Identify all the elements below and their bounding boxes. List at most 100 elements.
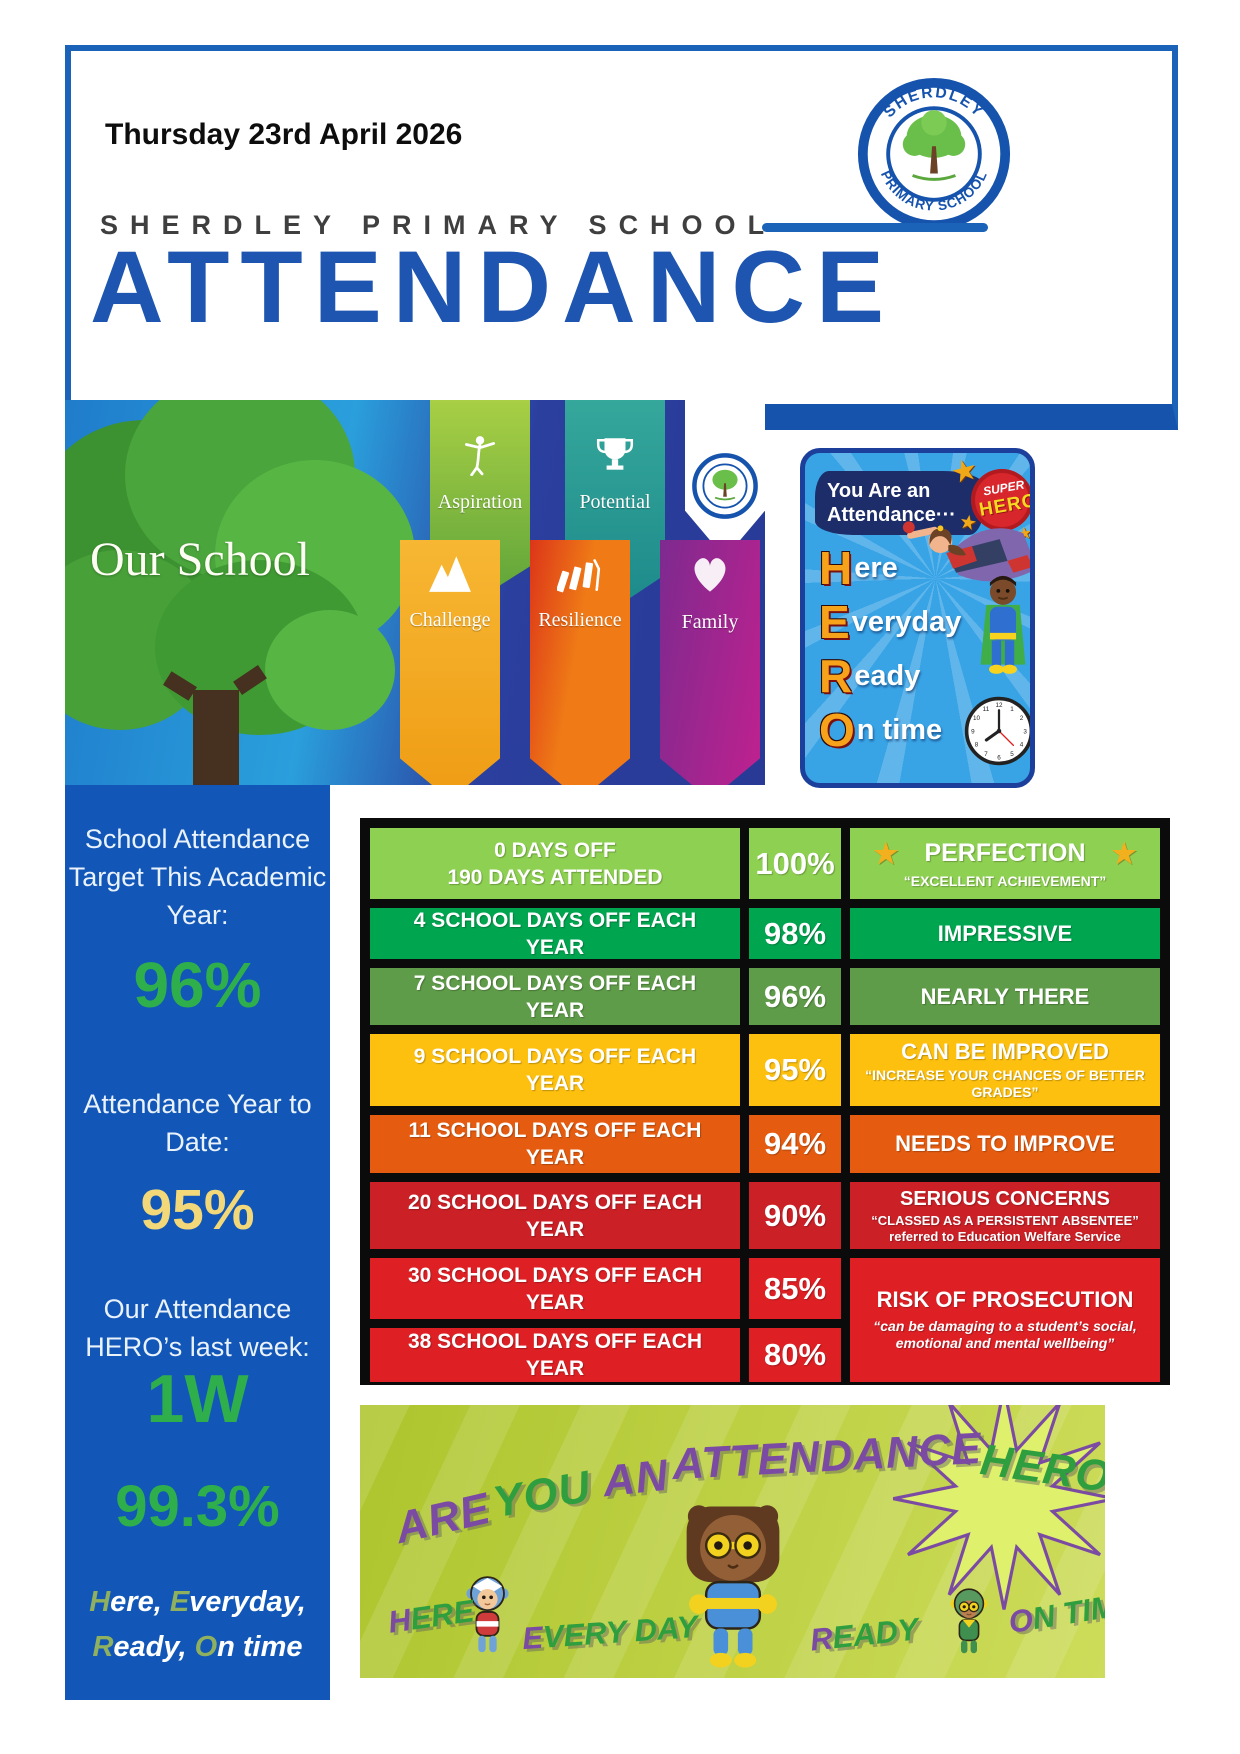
target-value: 96%	[133, 949, 262, 1021]
table-cell-rating: IMPRESSIVE	[850, 908, 1160, 959]
svg-text:4: 4	[1020, 741, 1024, 748]
value-label: Potential	[579, 491, 651, 513]
hero-intro-line2: Attendance···	[827, 504, 956, 526]
attendance-sidebar: School Attendance Target This Academic Y…	[65, 785, 330, 1700]
days-line2: YEAR	[525, 998, 585, 1022]
risk-title: RISK OF PROSECUTION	[876, 1287, 1134, 1312]
table-cell-rating: CAN BE IMPROVED “INCREASE YOUR CHANCES O…	[850, 1034, 1160, 1106]
table-cell-days: 11 SCHOOL DAYS OFF EACH YEAR	[370, 1115, 740, 1173]
table-cell-percent: 94%	[749, 1115, 841, 1173]
days-line2: YEAR	[525, 1290, 585, 1314]
mountains-icon	[427, 552, 473, 599]
svg-text:7: 7	[984, 751, 988, 758]
page-title: ATTENDANCE	[90, 230, 896, 344]
value-label: Family	[681, 611, 739, 633]
svg-text:2: 2	[1020, 715, 1024, 722]
days-line1: 7 SCHOOL DAYS OFF EACH	[413, 971, 697, 995]
hero-monkey-green-illustration	[945, 1583, 993, 1665]
our-school-caption: Our School	[90, 533, 310, 586]
days-line1: 4 SCHOOL DAYS OFF EACH	[413, 908, 697, 932]
dominoes-icon	[556, 552, 603, 599]
rating-sub: “INCREASE YOUR CHANCES OF BETTER GRADES”	[865, 1066, 1145, 1100]
table-cell-rating: NEARLY THERE	[850, 968, 1160, 1025]
days-line1: 9 SCHOOL DAYS OFF EACH	[413, 1045, 697, 1068]
hero-week-value: 99.3%	[115, 1474, 280, 1539]
motto-letter: H	[89, 1586, 111, 1618]
table-cell-percent: 100%	[749, 828, 841, 899]
acronym-letter: E	[819, 596, 850, 648]
hero-monkey-blue-illustration	[460, 1571, 515, 1663]
tree-foliage	[265, 610, 395, 730]
burst-blob	[971, 469, 1030, 531]
days-line2: 190 DAYS ATTENDED	[447, 865, 663, 889]
hero-bear-illustration	[672, 1501, 794, 1673]
rating-sub: “CLASSED AS A PERSISTENT ABSENTEE” refer…	[871, 1212, 1139, 1244]
superhero-burst: ★ ★ ★ SUPER HERO	[947, 453, 1030, 555]
dancer-icon	[459, 434, 501, 481]
value-label: Resilience	[538, 609, 622, 631]
svg-text:8: 8	[975, 741, 979, 748]
value-pennant-challenge: Challenge	[400, 540, 500, 785]
hero-intro-text: You Are an Attendance···	[815, 471, 985, 535]
table-cell-days: 9 SCHOOL DAYS OFF EACH YEAR	[370, 1034, 740, 1106]
superhero-boy-illustration	[975, 575, 1030, 687]
days-line2: YEAR	[525, 1217, 585, 1241]
starburst-icon	[888, 1405, 1105, 1615]
trophy-icon	[594, 434, 636, 481]
sidebar-motto: Here, Everyday, Ready, On time	[65, 1580, 330, 1670]
ytd-value: 95%	[140, 1178, 255, 1242]
table-cell-rating: NEEDS TO IMPROVE	[850, 1115, 1160, 1173]
headline-word: AN	[600, 1450, 671, 1507]
rating-title-row: ★ PERFECTION ★	[873, 837, 1136, 870]
days-line2: YEAR	[525, 1072, 585, 1095]
attendance-hero-card: You Are an Attendance··· ★ ★ ★ SUPER HER…	[800, 448, 1035, 788]
footer-word-rest: EADY	[830, 1611, 921, 1656]
table-cell-percent: 95%	[749, 1034, 841, 1106]
svg-text:9: 9	[971, 728, 975, 735]
acronym-rest: ere	[854, 551, 898, 584]
school-logo-icon: SHERDLEY PRIMARY SCHOOL	[857, 77, 1011, 231]
table-cell-days: 20 SCHOOL DAYS OFF EACH YEAR	[370, 1182, 740, 1249]
heart-icon	[688, 552, 732, 601]
ytd-label: Attendance Year to Date:	[83, 1089, 312, 1157]
headline-word: ARE	[390, 1483, 496, 1554]
table-cell-days: 7 SCHOOL DAYS OFF EACH YEAR	[370, 968, 740, 1025]
table-cell-percent: 90%	[749, 1182, 841, 1249]
our-school-banner: Our School Aspiration Potential	[65, 400, 765, 785]
motto-rest: ere,	[110, 1586, 170, 1618]
svg-text:5: 5	[1010, 751, 1014, 758]
value-label: Challenge	[409, 609, 491, 631]
motto-rest: eady,	[113, 1631, 195, 1663]
table-cell-risk: RISK OF PROSECUTION “can be damaging to …	[850, 1258, 1160, 1382]
acronym-letter: R	[819, 650, 853, 702]
footer-word-letter: E	[520, 1619, 545, 1657]
svg-text:3: 3	[1023, 728, 1027, 735]
rating-title: PERFECTION	[924, 839, 1086, 867]
title-divider-line	[762, 223, 988, 232]
table-cell-percent: 96%	[749, 968, 841, 1025]
school-logo: SHERDLEY PRIMARY SCHOOL	[856, 76, 1012, 232]
value-label: Aspiration	[437, 491, 523, 513]
star-icon: ★	[947, 452, 982, 491]
table-cell-days: 4 SCHOOL DAYS OFF EACH YEAR	[370, 908, 740, 959]
days-line2: YEAR	[525, 1357, 585, 1380]
acronym-rest: eady	[854, 659, 921, 692]
attendance-scale-table: 0 DAYS OFF 190 DAYS ATTENDED 100% ★ PERF…	[360, 818, 1170, 1385]
superhero-girl-illustration	[897, 503, 1030, 603]
value-pennant-family: Family	[660, 540, 760, 785]
days-line2: YEAR	[525, 935, 585, 959]
footer-word: READY	[808, 1611, 921, 1657]
star-icon: ★	[873, 838, 899, 869]
attendance-hero-banner: ARE YOU AN ATTENDANCE HERO?	[360, 1405, 1105, 1678]
table-cell-rating: SERIOUS CONCERNS “CLASSED AS A PERSISTEN…	[850, 1182, 1160, 1249]
headline-word: YOU	[489, 1461, 595, 1528]
svg-text:6: 6	[997, 754, 1001, 761]
days-line2: YEAR	[525, 1146, 585, 1169]
svg-text:1: 1	[1010, 706, 1014, 713]
logo-pennant	[685, 400, 765, 558]
